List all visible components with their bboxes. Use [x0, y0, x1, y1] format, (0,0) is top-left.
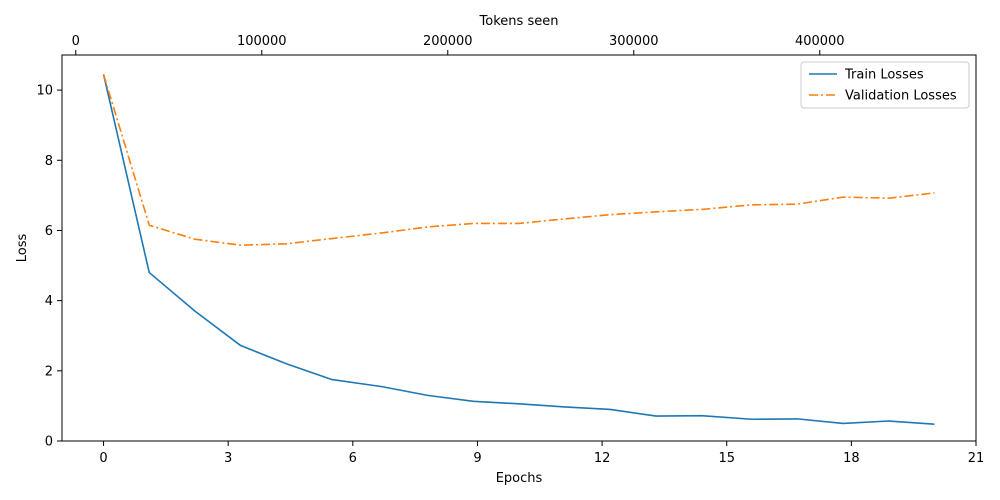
x-tick-label: 0 [99, 451, 107, 466]
x-tick-label: 12 [594, 451, 611, 466]
legend-box [800, 61, 970, 109]
y-tick-label: 8 [45, 154, 53, 169]
series-line-validation-losses [102, 74, 935, 246]
x-tick-label: 3 [224, 451, 232, 466]
secondary-x-tick-label: 400000 [795, 34, 845, 49]
x-axis-label: Epochs [496, 471, 543, 486]
y-axis-label: Loss [15, 234, 30, 263]
series-layer [102, 74, 935, 425]
y-tick-label: 0 [45, 435, 53, 450]
axes-layer: 0 3 6 9 12 15 18 21 0 2 4 6 8 10 0 100000 200000 300000 40… [36, 34, 984, 466]
labels-layer: Epochs Tokens seen Loss [15, 14, 558, 486]
x-tick-label: 15 [718, 451, 735, 466]
x-tick-label: 18 [843, 451, 860, 466]
x-tick-label: 6 [349, 451, 357, 466]
secondary-x-tick-label: 200000 [423, 34, 473, 49]
legend-label: Train Losses [844, 68, 924, 83]
secondary-x-tick-label: 0 [72, 34, 80, 49]
secondary-x-tick-label: 100000 [237, 34, 287, 49]
secondary-x-tick-label: 300000 [609, 34, 659, 49]
y-tick-label: 10 [36, 84, 53, 99]
y-tick-label: 4 [45, 294, 53, 309]
axes-frame [61, 54, 977, 442]
secondary-x-axis-label: Tokens seen [479, 14, 559, 29]
y-tick-label: 6 [45, 224, 53, 239]
x-tick-label: 9 [473, 451, 481, 466]
y-tick-label: 2 [45, 364, 53, 379]
legend-label: Validation Losses [845, 89, 957, 104]
legend: Train Losses Validation Losses [800, 61, 970, 109]
x-tick-label: 21 [968, 451, 985, 466]
series-line-train-losses [102, 74, 935, 425]
